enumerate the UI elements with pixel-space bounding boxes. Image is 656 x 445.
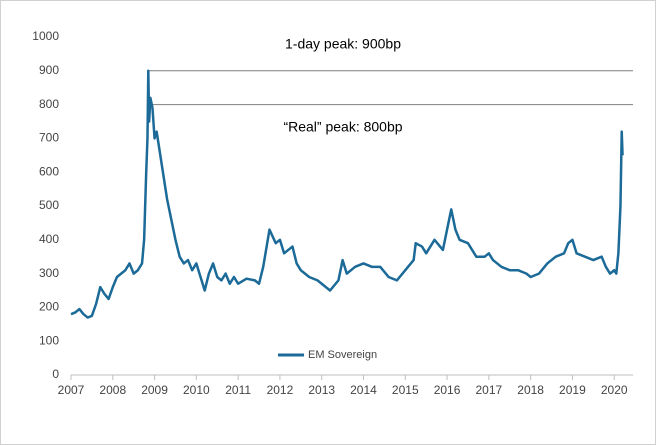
- y-tick-label: 700: [39, 131, 59, 145]
- y-tick-label: 400: [39, 232, 59, 246]
- x-tick-label: 2011: [225, 383, 251, 397]
- x-tick-label: 2017: [475, 383, 502, 397]
- y-tick-label: 900: [39, 63, 59, 77]
- x-tick-label: 2007: [58, 383, 85, 397]
- y-tick-label: 300: [39, 266, 59, 280]
- x-tick-label: 2014: [350, 383, 377, 397]
- annotation: 1-day peak: 900bp: [285, 36, 401, 52]
- x-tick-label: 2016: [434, 383, 461, 397]
- y-tick-label: 100: [39, 333, 59, 347]
- x-tick-label: 2008: [99, 383, 126, 397]
- legend-label: EM Sovereign: [308, 349, 377, 361]
- x-tick-label: 2019: [559, 383, 586, 397]
- line-series: [70, 69, 624, 319]
- y-tick-label: 500: [39, 198, 59, 212]
- x-tick-label: 2013: [308, 383, 335, 397]
- x-tick-label: 2015: [392, 383, 419, 397]
- y-tick-label: 0: [52, 367, 59, 381]
- x-tick-label: 2010: [183, 383, 210, 397]
- x-tick-label: 2018: [517, 383, 544, 397]
- x-tick-label: 2012: [267, 383, 294, 397]
- x-tick-label: 2009: [141, 383, 168, 397]
- y-tick-label: 600: [39, 164, 59, 178]
- annotation: “Real” peak: 800bp: [283, 119, 402, 135]
- y-tick-label: 200: [39, 300, 59, 314]
- y-tick-label: 1000: [32, 29, 59, 43]
- y-tick-label: 800: [39, 97, 59, 111]
- x-tick-label: 2020: [601, 383, 628, 397]
